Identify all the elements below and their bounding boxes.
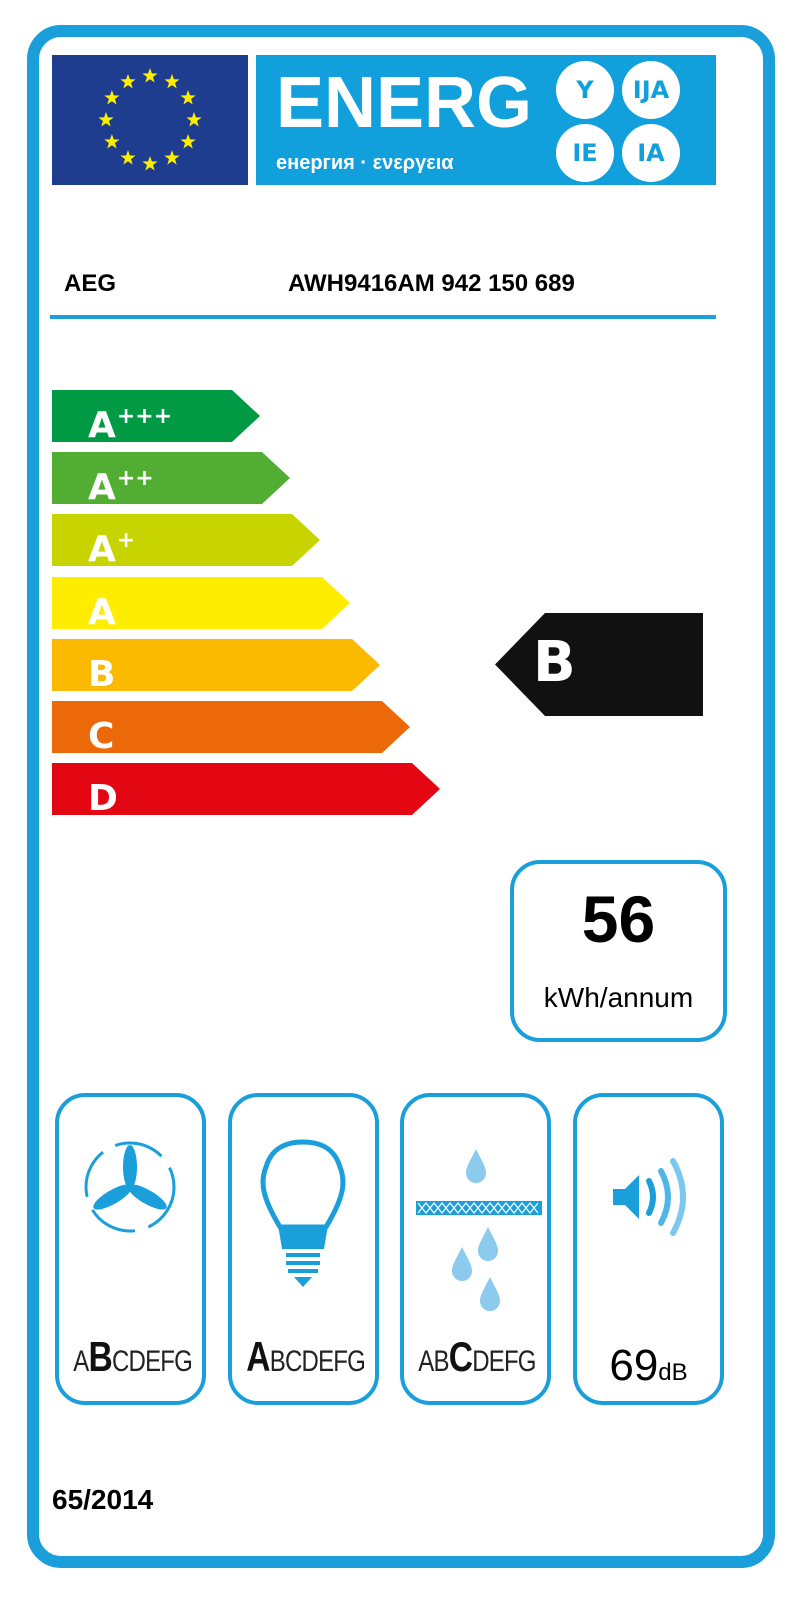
star-icon — [120, 150, 136, 165]
class-letter: F — [503, 1345, 519, 1378]
active-class-letter: C — [448, 1333, 473, 1380]
class-letter: C — [88, 716, 115, 757]
star-icon — [104, 134, 120, 149]
class-letter: G — [347, 1345, 366, 1378]
class-letter: D — [88, 778, 118, 820]
efficiency-class-bar: A+++ — [52, 390, 262, 446]
fan-icon — [84, 1141, 176, 1233]
star-icon — [180, 90, 196, 105]
efficiency-class-label: C — [88, 706, 115, 759]
language-bubble: IJA — [622, 61, 680, 119]
grease-filter-icon — [416, 1149, 542, 1311]
class-letter: B — [88, 653, 116, 695]
language-bubble: IE — [556, 124, 614, 182]
class-scale: ABCDEFG — [418, 1333, 536, 1381]
class-letter: A — [88, 467, 116, 509]
noise-level: 69dB — [577, 1341, 720, 1391]
star-icon — [98, 112, 114, 127]
speaker-icon — [613, 1158, 686, 1236]
active-class-letter: B — [88, 1333, 113, 1380]
star-icon — [164, 73, 180, 89]
label-frame — [27, 25, 775, 1568]
supplier-name: AEG — [64, 270, 117, 297]
consumption-unit: kWh/annum — [543, 982, 694, 1013]
energy-consumption-box: 56 kWh/annum — [510, 860, 727, 1042]
class-letter: G — [174, 1345, 193, 1378]
class-plus: ++ — [116, 466, 154, 492]
efficiency-class-bar: B — [52, 638, 382, 695]
eu-flag — [52, 55, 248, 185]
class-letter: B — [433, 1345, 450, 1378]
eu-stars-icon — [98, 68, 202, 171]
regulation-number: 65/2014 — [52, 1484, 154, 1515]
star-icon — [164, 150, 180, 165]
class-plus: +++ — [116, 404, 173, 429]
noise-value: 69 — [609, 1341, 659, 1390]
class-letter: A — [88, 591, 116, 633]
class-letter: C — [284, 1345, 302, 1378]
star-icon — [142, 156, 158, 171]
class-letter: F — [160, 1345, 175, 1378]
class-letter: E — [318, 1345, 334, 1378]
efficiency-class-label: D — [88, 768, 119, 821]
efficiency-class-label: B — [88, 644, 116, 697]
model-identifier: AWH9416AM 942 150 689 — [288, 270, 575, 297]
energy-banner: ENERG енергия · ενεργεια Y IJA IE IA — [256, 55, 716, 185]
noise-box: 69dB — [573, 1093, 724, 1405]
star-icon — [142, 68, 158, 83]
lighting-efficiency-box: ABCDEFG — [228, 1093, 379, 1405]
noise-unit: dB — [658, 1359, 688, 1386]
class-letter: D — [128, 1345, 146, 1378]
class-letter: F — [333, 1345, 348, 1378]
class-letter: E — [488, 1345, 505, 1378]
efficiency-class-bar: A++ — [52, 452, 292, 508]
efficiency-class-label: A++ — [88, 457, 154, 510]
grease-filtering-efficiency-box: ABCDEFG — [400, 1093, 551, 1405]
class-letter: B — [269, 1345, 286, 1378]
efficiency-class-bar: D — [52, 763, 442, 819]
language-bubble: Y — [556, 61, 614, 119]
class-letter: E — [145, 1345, 161, 1378]
efficiency-class-label: A+++ — [88, 395, 172, 448]
class-letter: C — [111, 1345, 129, 1378]
fluid-dynamic-efficiency-box: ABCDEFG — [55, 1093, 206, 1405]
efficiency-class-label: A — [88, 582, 117, 635]
class-scale: ABCDEFG — [246, 1333, 366, 1381]
star-icon — [104, 90, 120, 105]
class-plus: + — [116, 528, 136, 554]
active-class-letter: A — [246, 1333, 270, 1380]
star-icon — [180, 134, 196, 149]
class-letter: D — [301, 1345, 319, 1378]
energy-word: ENERG — [276, 63, 533, 143]
header-divider — [50, 315, 716, 319]
class-scale: ABCDEFG — [73, 1333, 193, 1381]
class-letter: D — [472, 1345, 489, 1378]
class-letter: A — [418, 1345, 434, 1378]
rating-arrow: B — [495, 613, 703, 721]
language-bubble: IA — [622, 124, 680, 182]
class-letter: A — [73, 1345, 89, 1378]
efficiency-class-bar: A — [52, 576, 352, 633]
energy-subtitle: енергия · ενεργεια — [276, 152, 454, 174]
efficiency-class-bar: C — [52, 701, 412, 757]
rating-class: B — [533, 630, 576, 695]
class-letter: A — [88, 405, 116, 446]
star-icon — [186, 112, 202, 127]
efficiency-class-bar: A+ — [52, 514, 322, 570]
light-bulb-icon — [260, 1139, 346, 1287]
class-letter: G — [517, 1345, 537, 1378]
class-letter: A — [88, 529, 116, 571]
efficiency-class-label: A+ — [88, 519, 135, 572]
consumption-value: 56 — [581, 882, 656, 956]
star-icon — [120, 73, 136, 89]
